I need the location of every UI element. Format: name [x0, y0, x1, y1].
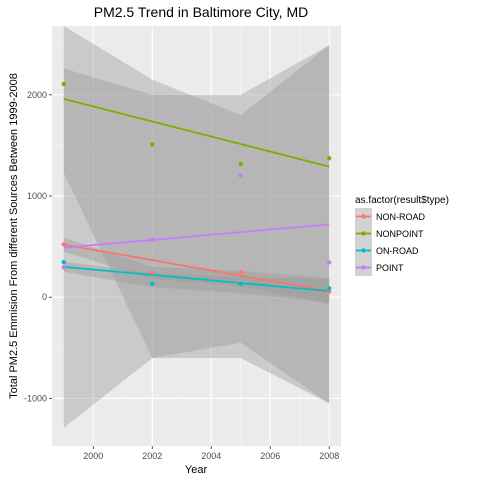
data-point	[150, 237, 155, 242]
confidence-bands	[63, 26, 330, 428]
data-point	[238, 281, 243, 287]
y-tick-label: 0	[42, 292, 47, 302]
legend-label: POINT	[376, 263, 404, 273]
fit-line	[63, 243, 330, 293]
legend-label: NONPOINT	[376, 229, 424, 239]
legend-key-point	[361, 265, 366, 270]
grid-lines	[52, 26, 341, 446]
legend: as.factor(result$type) NON-ROAD NONPOINT O…	[355, 195, 449, 276]
data-point	[327, 289, 332, 294]
x-tick-label: 2008	[319, 451, 339, 461]
x-tick-label: 2000	[83, 451, 103, 461]
data-point	[327, 286, 332, 291]
confidence-band	[63, 261, 330, 303]
data-point	[327, 260, 332, 265]
x-axis: 2000 2002 2004 2006 2008	[83, 446, 339, 461]
legend-key-point	[361, 231, 366, 236]
data-point	[238, 173, 243, 178]
y-axis-title: Total PM2.5 Emmision From different Sour…	[8, 73, 20, 399]
fit-lines	[63, 97, 330, 293]
y-tick-label: 2000	[27, 90, 47, 100]
confidence-band	[63, 237, 330, 305]
x-axis-title: Year	[185, 464, 208, 476]
fit-line	[63, 97, 330, 168]
fit-line	[63, 265, 330, 293]
legend-label: NON-ROAD	[376, 212, 425, 222]
x-tick-label: 2004	[201, 451, 221, 461]
data-point	[238, 269, 243, 275]
data-point	[150, 270, 155, 276]
data-point	[150, 142, 155, 147]
data-point	[327, 156, 332, 161]
confidence-band	[63, 45, 330, 404]
legend-label: ON-ROAD	[376, 246, 419, 256]
legend-key-point	[361, 248, 366, 253]
x-tick-label: 2006	[260, 451, 280, 461]
data-point	[61, 264, 66, 270]
legend-title: as.factor(result$type)	[355, 195, 449, 206]
legend-key-point	[361, 214, 366, 219]
fit-line	[63, 223, 330, 249]
x-tick-label: 2002	[142, 451, 162, 461]
confidence-band	[63, 26, 330, 428]
data-points	[61, 81, 332, 294]
data-point	[61, 81, 66, 87]
data-point	[61, 259, 66, 265]
y-tick-label: -1000	[24, 393, 47, 403]
data-point	[61, 242, 66, 247]
data-point	[238, 161, 243, 167]
y-axis: -1000 0 1000 2000	[24, 90, 52, 403]
y-tick-label: 1000	[27, 191, 47, 201]
data-point	[150, 281, 155, 286]
chart-title: PM2.5 Trend in Baltimore City, MD	[94, 4, 308, 20]
